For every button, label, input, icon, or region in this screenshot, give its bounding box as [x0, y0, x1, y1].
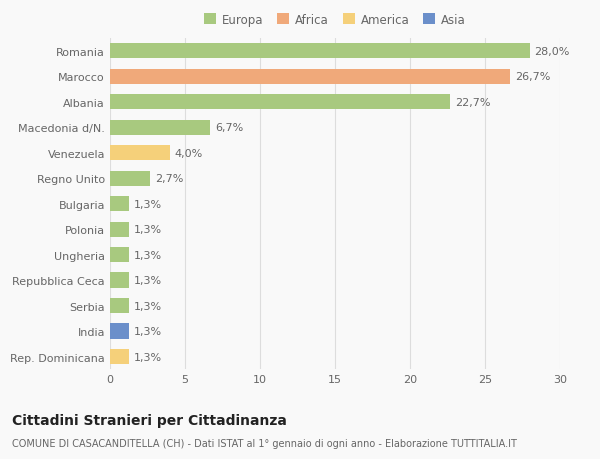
Bar: [110, 69, 511, 85]
Legend: Europa, Africa, America, Asia: Europa, Africa, America, Asia: [204, 14, 466, 27]
Bar: [110, 324, 130, 339]
Text: 1,3%: 1,3%: [134, 275, 162, 285]
Bar: [110, 120, 211, 135]
Bar: [110, 196, 130, 212]
Text: 4,0%: 4,0%: [175, 148, 203, 158]
Text: 28,0%: 28,0%: [535, 47, 569, 57]
Bar: [110, 146, 170, 161]
Text: 1,3%: 1,3%: [134, 352, 162, 362]
Text: 26,7%: 26,7%: [515, 72, 550, 82]
Bar: [110, 273, 130, 288]
Bar: [110, 95, 451, 110]
Bar: [110, 44, 530, 59]
Bar: [110, 247, 130, 263]
Bar: [110, 298, 130, 313]
Bar: [110, 171, 151, 186]
Text: 1,3%: 1,3%: [134, 301, 162, 311]
Text: 6,7%: 6,7%: [215, 123, 243, 133]
Text: 1,3%: 1,3%: [134, 250, 162, 260]
Text: 1,3%: 1,3%: [134, 326, 162, 336]
Text: 22,7%: 22,7%: [455, 98, 490, 107]
Text: COMUNE DI CASACANDITELLA (CH) - Dati ISTAT al 1° gennaio di ogni anno - Elaboraz: COMUNE DI CASACANDITELLA (CH) - Dati IST…: [12, 438, 517, 448]
Text: 2,7%: 2,7%: [155, 174, 183, 184]
Text: 1,3%: 1,3%: [134, 199, 162, 209]
Bar: [110, 222, 130, 237]
Text: 1,3%: 1,3%: [134, 225, 162, 235]
Text: Cittadini Stranieri per Cittadinanza: Cittadini Stranieri per Cittadinanza: [12, 413, 287, 427]
Bar: [110, 349, 130, 364]
